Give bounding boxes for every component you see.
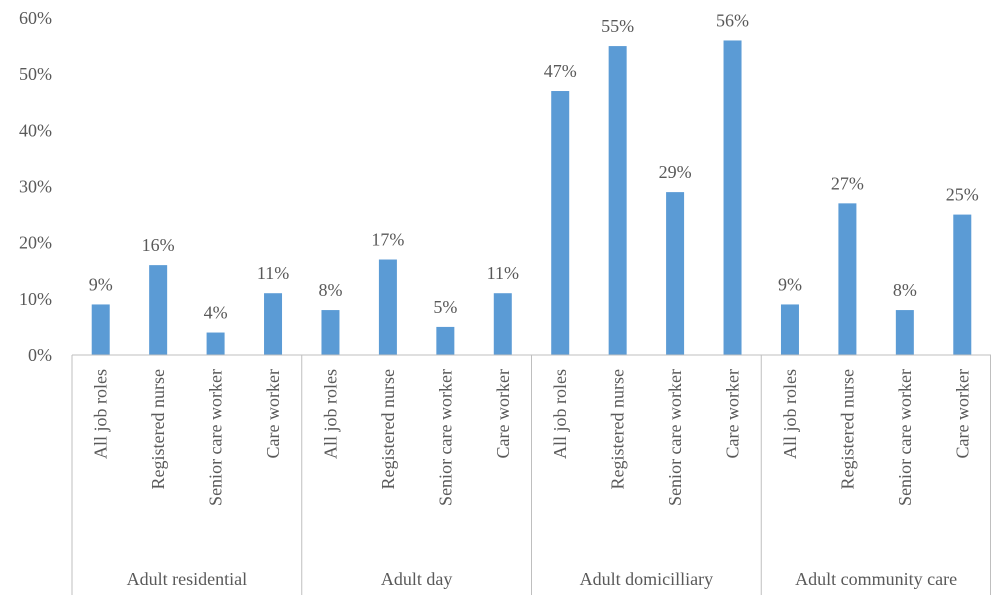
x-category-label: Senior care worker	[206, 369, 226, 506]
bar	[149, 265, 168, 355]
data-label: 8%	[318, 280, 342, 300]
data-label: 5%	[433, 297, 457, 317]
data-label: 55%	[601, 16, 634, 36]
data-label: 56%	[716, 10, 749, 30]
x-category-label: Senior care worker	[665, 369, 685, 506]
data-label: 47%	[544, 61, 577, 81]
data-label: 16%	[142, 235, 175, 255]
bar	[321, 310, 340, 355]
y-tick-label: 0%	[28, 345, 52, 365]
data-label: 9%	[778, 274, 802, 294]
y-axis: 0% 10% 20% 30% 40% 50% 60%	[19, 8, 52, 365]
x-category-label: Care worker	[263, 369, 283, 458]
bar	[608, 46, 627, 355]
bar	[378, 259, 397, 355]
bar	[206, 332, 225, 355]
x-category-label: All job roles	[320, 369, 340, 459]
x-category-label: All job roles	[780, 369, 800, 459]
y-tick-label: 60%	[19, 8, 52, 28]
x-group-label: Adult community care	[795, 569, 957, 589]
x-category-label: Senior care worker	[435, 369, 455, 506]
y-tick-label: 50%	[19, 64, 52, 84]
bar	[264, 293, 283, 355]
x-group-label: Adult domicilliary	[580, 569, 713, 589]
x-category-label: Registered nurse	[608, 369, 628, 489]
x-category-label: Care worker	[493, 369, 513, 458]
x-group-label: Adult day	[381, 569, 453, 589]
bar	[91, 304, 110, 355]
x-category-label: All job roles	[550, 369, 570, 459]
x-category-label: Care worker	[952, 369, 972, 458]
bar	[780, 304, 799, 355]
bars	[91, 40, 972, 356]
y-tick-label: 20%	[19, 233, 52, 253]
bar	[551, 91, 570, 356]
y-tick-label: 30%	[19, 177, 52, 197]
data-label: 11%	[257, 263, 289, 283]
x-category-label: Registered nurse	[837, 369, 857, 489]
x-category-label: Senior care worker	[895, 369, 915, 506]
data-label: 8%	[893, 280, 917, 300]
data-labels: 9% 16% 4% 11% 8% 17% 5% 11% 47% 55% 29% 56% 9% 27% 8% 2…	[89, 10, 979, 322]
data-label: 27%	[831, 173, 864, 193]
x-category-label: Care worker	[723, 369, 743, 458]
bar	[953, 214, 972, 355]
x-category-label: All job roles	[91, 369, 111, 459]
x-group-label: Adult residential	[127, 569, 247, 589]
data-label: 11%	[487, 263, 519, 283]
data-label: 17%	[371, 230, 404, 250]
y-tick-label: 10%	[19, 289, 52, 309]
y-tick-label: 40%	[19, 120, 52, 140]
bar	[723, 40, 742, 355]
data-label: 4%	[204, 303, 228, 323]
x-axis: All job roles Registered nurse Senior care…	[71, 354, 991, 595]
bar	[493, 293, 512, 355]
bar	[666, 192, 685, 355]
bar	[436, 326, 455, 355]
bar	[895, 310, 914, 355]
data-label: 29%	[659, 162, 692, 182]
data-label: 25%	[946, 185, 979, 205]
bar	[838, 203, 857, 355]
x-category-label: Registered nurse	[148, 369, 168, 489]
data-label: 9%	[89, 274, 113, 294]
x-category-label: Registered nurse	[378, 369, 398, 489]
